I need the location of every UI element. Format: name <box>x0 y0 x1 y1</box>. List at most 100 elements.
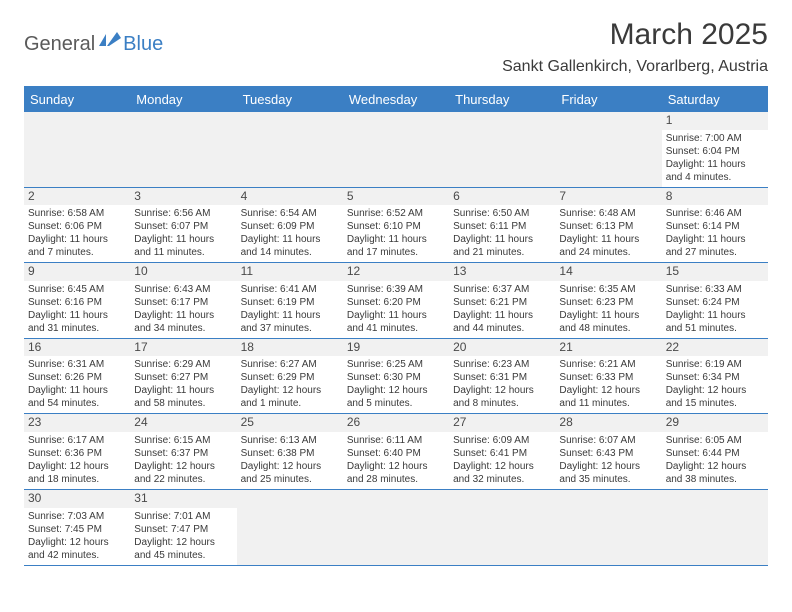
day-number: 20 <box>449 339 555 357</box>
daylight-line: Daylight: 11 hours and 27 minutes. <box>666 233 764 259</box>
calendar-day: 27Sunrise: 6:09 AMSunset: 6:41 PMDayligh… <box>449 414 555 489</box>
calendar-day: 21Sunrise: 6:21 AMSunset: 6:33 PMDayligh… <box>555 339 661 414</box>
sunset-line: Sunset: 6:31 PM <box>453 371 551 384</box>
sunrise-line: Sunrise: 6:46 AM <box>666 207 764 220</box>
calendar-day: 23Sunrise: 6:17 AMSunset: 6:36 PMDayligh… <box>24 414 130 489</box>
sunrise-line: Sunrise: 6:11 AM <box>347 434 445 447</box>
sunset-line: Sunset: 6:27 PM <box>134 371 232 384</box>
calendar-day: 22Sunrise: 6:19 AMSunset: 6:34 PMDayligh… <box>662 339 768 414</box>
sunset-line: Sunset: 6:44 PM <box>666 447 764 460</box>
sunrise-line: Sunrise: 6:23 AM <box>453 358 551 371</box>
calendar-week: 9Sunrise: 6:45 AMSunset: 6:16 PMDaylight… <box>24 263 768 339</box>
sunrise-line: Sunrise: 6:35 AM <box>559 283 657 296</box>
calendar-day: 9 Sunrise: 6:45 AMSunset: 6:16 PMDaylight… <box>24 263 130 338</box>
calendar-day: 11Sunrise: 6:41 AMSunset: 6:19 PMDayligh… <box>237 263 343 338</box>
calendar-day: 17Sunrise: 6:29 AMSunset: 6:27 PMDayligh… <box>130 339 236 414</box>
day-number: 17 <box>130 339 236 357</box>
sunrise-line: Sunrise: 6:58 AM <box>28 207 126 220</box>
weekday-header: Saturday <box>662 88 768 112</box>
calendar-day: 2Sunrise: 6:58 AMSunset: 6:06 PMDaylight… <box>24 188 130 263</box>
title-block: March 2025 Sankt Gallenkirch, Vorarlberg… <box>502 18 768 76</box>
daylight-line: Daylight: 11 hours and 4 minutes. <box>666 158 764 184</box>
day-number: 3 <box>130 188 236 206</box>
daylight-line: Daylight: 12 hours and 32 minutes. <box>453 460 551 486</box>
daylight-line: Daylight: 11 hours and 44 minutes. <box>453 309 551 335</box>
daylight-line: Daylight: 11 hours and 48 minutes. <box>559 309 657 335</box>
calendar-week: 1 Sunrise: 7:00 AMSunset: 6:04 PMDaylight… <box>24 112 768 188</box>
sunrise-line: Sunrise: 6:17 AM <box>28 434 126 447</box>
sunrise-line: Sunrise: 7:03 AM <box>28 510 126 523</box>
weekday-header: Thursday <box>449 88 555 112</box>
sunset-line: Sunset: 6:38 PM <box>241 447 339 460</box>
sunrise-line: Sunrise: 7:00 AM <box>666 132 764 145</box>
day-number: 24 <box>130 414 236 432</box>
calendar-day <box>237 490 343 565</box>
calendar: SundayMondayTuesdayWednesdayThursdayFrid… <box>24 86 768 566</box>
daylight-line: Daylight: 11 hours and 37 minutes. <box>241 309 339 335</box>
calendar-day: 4Sunrise: 6:54 AMSunset: 6:09 PMDaylight… <box>237 188 343 263</box>
daylight-line: Daylight: 11 hours and 17 minutes. <box>347 233 445 259</box>
calendar-day: 30Sunrise: 7:03 AMSunset: 7:45 PMDayligh… <box>24 490 130 565</box>
calendar-day: 29Sunrise: 6:05 AMSunset: 6:44 PMDayligh… <box>662 414 768 489</box>
day-number: 19 <box>343 339 449 357</box>
sunrise-line: Sunrise: 6:25 AM <box>347 358 445 371</box>
sunrise-line: Sunrise: 6:33 AM <box>666 283 764 296</box>
weekday-header: Sunday <box>24 88 130 112</box>
sunrise-line: Sunrise: 6:50 AM <box>453 207 551 220</box>
location: Sankt Gallenkirch, Vorarlberg, Austria <box>502 58 768 76</box>
daylight-line: Daylight: 12 hours and 1 minute. <box>241 384 339 410</box>
daylight-line: Daylight: 11 hours and 11 minutes. <box>134 233 232 259</box>
sunrise-line: Sunrise: 6:52 AM <box>347 207 445 220</box>
sunset-line: Sunset: 6:36 PM <box>28 447 126 460</box>
sunset-line: Sunset: 6:43 PM <box>559 447 657 460</box>
day-number: 1 <box>662 112 768 130</box>
daylight-line: Daylight: 11 hours and 51 minutes. <box>666 309 764 335</box>
sunset-line: Sunset: 6:16 PM <box>28 296 126 309</box>
sunrise-line: Sunrise: 6:07 AM <box>559 434 657 447</box>
daylight-line: Daylight: 12 hours and 8 minutes. <box>453 384 551 410</box>
sunset-line: Sunset: 6:04 PM <box>666 145 764 158</box>
calendar-day: 19Sunrise: 6:25 AMSunset: 6:30 PMDayligh… <box>343 339 449 414</box>
weekday-header: Tuesday <box>237 88 343 112</box>
daylight-line: Daylight: 11 hours and 31 minutes. <box>28 309 126 335</box>
calendar-day: 5Sunrise: 6:52 AMSunset: 6:10 PMDaylight… <box>343 188 449 263</box>
daylight-line: Daylight: 12 hours and 35 minutes. <box>559 460 657 486</box>
logo-text-blue: Blue <box>123 33 163 56</box>
daylight-line: Daylight: 12 hours and 15 minutes. <box>666 384 764 410</box>
daylight-line: Daylight: 12 hours and 42 minutes. <box>28 536 126 562</box>
sunrise-line: Sunrise: 6:45 AM <box>28 283 126 296</box>
sunset-line: Sunset: 6:33 PM <box>559 371 657 384</box>
day-number: 29 <box>662 414 768 432</box>
day-number: 10 <box>130 263 236 281</box>
calendar-day <box>343 490 449 565</box>
sunrise-line: Sunrise: 6:43 AM <box>134 283 232 296</box>
calendar-day: 18Sunrise: 6:27 AMSunset: 6:29 PMDayligh… <box>237 339 343 414</box>
calendar-day: 1 Sunrise: 7:00 AMSunset: 6:04 PMDaylight… <box>662 112 768 187</box>
daylight-line: Daylight: 12 hours and 5 minutes. <box>347 384 445 410</box>
sunset-line: Sunset: 6:07 PM <box>134 220 232 233</box>
sunrise-line: Sunrise: 6:15 AM <box>134 434 232 447</box>
day-number: 4 <box>237 188 343 206</box>
sunset-line: Sunset: 6:24 PM <box>666 296 764 309</box>
calendar-day: 16Sunrise: 6:31 AMSunset: 6:26 PMDayligh… <box>24 339 130 414</box>
sunset-line: Sunset: 6:41 PM <box>453 447 551 460</box>
day-number: 26 <box>343 414 449 432</box>
sunrise-line: Sunrise: 6:29 AM <box>134 358 232 371</box>
day-number: 28 <box>555 414 661 432</box>
calendar-day <box>555 112 661 187</box>
weekday-header: Monday <box>130 88 236 112</box>
calendar-week: 23Sunrise: 6:17 AMSunset: 6:36 PMDayligh… <box>24 414 768 490</box>
day-number: 30 <box>24 490 130 508</box>
header: General Blue March 2025 Sankt Gallenkirc… <box>0 0 792 80</box>
day-number: 9 <box>24 263 130 281</box>
calendar-day: 7Sunrise: 6:48 AMSunset: 6:13 PMDaylight… <box>555 188 661 263</box>
calendar-day <box>130 112 236 187</box>
sunrise-line: Sunrise: 6:09 AM <box>453 434 551 447</box>
month-title: March 2025 <box>502 18 768 52</box>
calendar-day: 24Sunrise: 6:15 AMSunset: 6:37 PMDayligh… <box>130 414 236 489</box>
sunrise-line: Sunrise: 6:13 AM <box>241 434 339 447</box>
calendar-day: 15Sunrise: 6:33 AMSunset: 6:24 PMDayligh… <box>662 263 768 338</box>
calendar-day: 14Sunrise: 6:35 AMSunset: 6:23 PMDayligh… <box>555 263 661 338</box>
day-number: 8 <box>662 188 768 206</box>
day-number: 31 <box>130 490 236 508</box>
